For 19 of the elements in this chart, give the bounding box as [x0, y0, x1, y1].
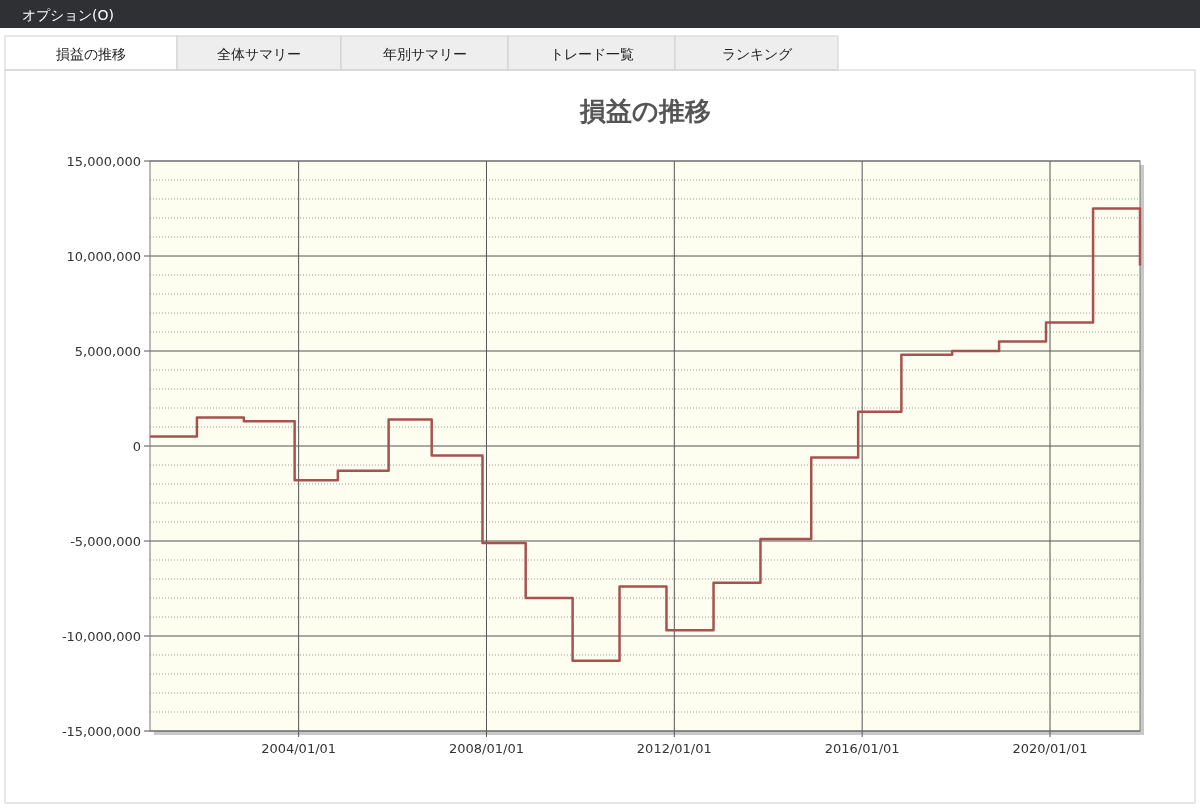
text: 損益の推移: [56, 46, 126, 62]
x-tick-label: 2004/01/01: [261, 741, 337, 756]
text: ランキング: [721, 46, 793, 62]
y-tick-label: 0: [132, 439, 141, 454]
y-tick-label: 5,000,000: [74, 344, 141, 359]
y-tick-label: 15,000,000: [66, 154, 141, 169]
y-tick-label: -10,000,000: [61, 629, 141, 644]
chart-title: 損益の推移: [578, 96, 711, 126]
text: 年別サマリー: [382, 46, 467, 62]
x-tick-label: 2016/01/01: [824, 741, 900, 756]
x-tick-label: 2020/01/01: [1012, 741, 1088, 756]
text: 全体サマリー: [217, 46, 301, 62]
text: オプション(O): [22, 7, 114, 23]
y-tick-label: -5,000,000: [70, 534, 141, 549]
y-tick-label: 10,000,000: [66, 249, 141, 264]
text: トレード一覧: [549, 46, 634, 62]
y-tick-label: -15,000,000: [61, 724, 141, 739]
x-tick-label: 2012/01/01: [636, 741, 712, 756]
x-tick-label: 2008/01/01: [449, 741, 524, 756]
